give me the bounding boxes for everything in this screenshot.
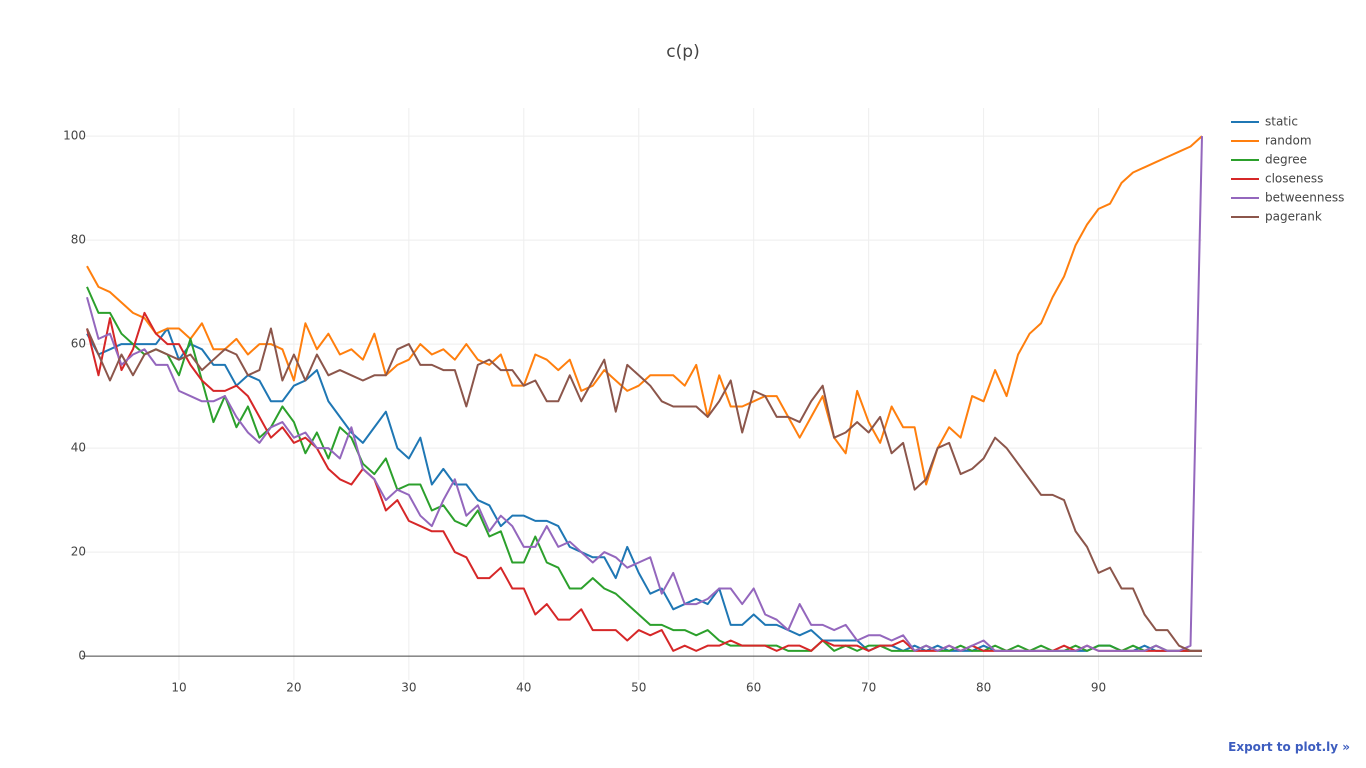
legend-label: degree: [1265, 153, 1307, 167]
series-line: [86, 327, 1202, 652]
legend-label: static: [1265, 115, 1298, 129]
x-tick-label: 70: [861, 681, 876, 695]
x-tick-label: 90: [1091, 681, 1106, 695]
series-line: [86, 286, 1202, 652]
legend-label: betweenness: [1265, 191, 1344, 205]
series-line: [86, 327, 1202, 652]
y-tick-label: 20: [71, 545, 86, 559]
x-tick-label: 20: [286, 681, 301, 695]
series-line: [86, 311, 1202, 652]
legend-label: pagerank: [1265, 210, 1322, 224]
x-tick-label: 10: [171, 681, 186, 695]
export-link[interactable]: Export to plot.ly »: [1228, 740, 1350, 754]
legend-label: closeness: [1265, 172, 1323, 186]
legend-label: random: [1265, 134, 1312, 148]
x-tick-label: 60: [746, 681, 761, 695]
chart-title: c(p): [666, 42, 699, 62]
y-tick-label: 100: [63, 129, 86, 143]
y-tick-label: 0: [78, 649, 86, 663]
x-tick-label: 40: [516, 681, 531, 695]
y-tick-label: 40: [71, 441, 86, 455]
y-tick-label: 80: [71, 233, 86, 247]
x-tick-label: 30: [401, 681, 416, 695]
series-line: [86, 136, 1203, 652]
y-tick-label: 60: [71, 337, 86, 351]
x-tick-label: 80: [976, 681, 991, 695]
series-line: [86, 135, 1203, 486]
x-tick-label: 50: [631, 681, 646, 695]
